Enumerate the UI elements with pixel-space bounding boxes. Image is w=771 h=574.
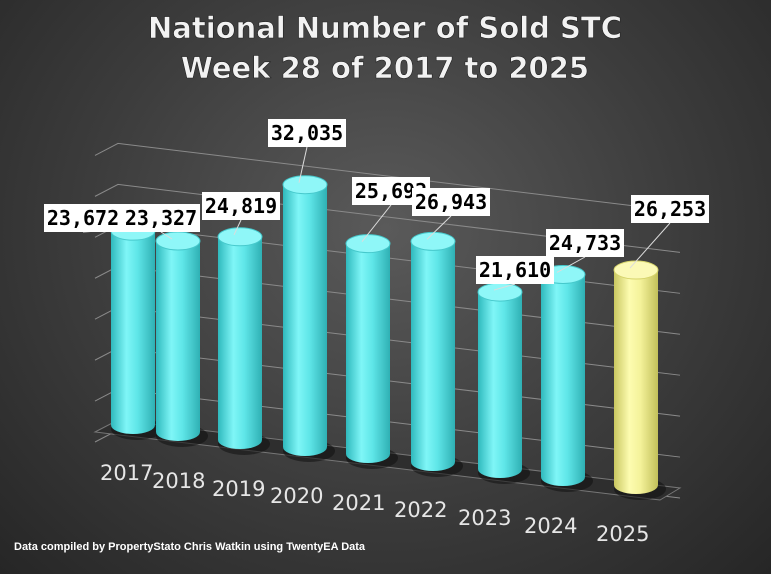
data-label-leader-line (493, 283, 516, 291)
data-label-leader-line (233, 219, 242, 236)
x-tick-label-2025: 2025 (596, 522, 649, 546)
bar-2020 (282, 175, 335, 462)
x-tick-label-2018: 2018 (152, 469, 205, 493)
bar-2018 (155, 231, 208, 447)
data-label-2022: 26,943 (415, 190, 487, 214)
data-label-leader-line (426, 215, 452, 240)
data-labels: 23,672 23,327 24,81932,03525,69226,94321,6… (44, 119, 709, 291)
data-label-box (546, 229, 624, 257)
bar-2017 (110, 221, 163, 440)
data-label-2020: 32,035 (271, 121, 343, 145)
data-label-2018: 23,327 (125, 206, 197, 230)
bar-2021 (345, 234, 398, 469)
data-source-footnote: Data compiled by PropertyStato Chris Wat… (14, 541, 366, 553)
data-label-2025: 26,253 (634, 197, 706, 221)
bar-2019 (217, 227, 270, 455)
data-label-leader-line (556, 256, 586, 273)
data-label-leader-line (629, 222, 671, 269)
chart-title-line-2: Week 28 of 2017 to 2025 (181, 51, 589, 85)
bar-2024 (540, 264, 593, 492)
data-label-box (44, 204, 122, 232)
data-label-leader-line (160, 231, 173, 240)
data-label-box (202, 192, 280, 220)
data-label-2024: 24,733 (549, 231, 621, 255)
bar-2025 (613, 260, 666, 500)
bar-2023 (477, 282, 530, 484)
gridline (94, 142, 681, 212)
data-label-box (631, 195, 709, 223)
x-tick-label-2020: 2020 (270, 484, 323, 508)
gridline (94, 183, 681, 253)
chart-title-line-1: National Number of Sold STC (148, 11, 622, 45)
data-label-box (268, 119, 346, 147)
x-tick-label-2023: 2023 (458, 506, 511, 530)
x-tick-label-2017: 2017 (100, 461, 153, 485)
data-label-box (476, 256, 554, 284)
bar-2022 (410, 231, 463, 477)
bars (110, 175, 666, 500)
x-tick-label-2024: 2024 (524, 514, 577, 538)
data-label-leader-line (361, 204, 392, 242)
data-label-box (412, 188, 490, 216)
data-label-2023: 21,610 (479, 258, 551, 282)
data-label-leader-line (298, 146, 308, 183)
x-tick-label-2022: 2022 (394, 498, 447, 522)
data-label-box (122, 204, 200, 232)
data-label-2017: 23,672 (47, 206, 119, 230)
x-tick-label-2021: 2021 (332, 491, 385, 515)
x-tick-label-2019: 2019 (212, 477, 265, 501)
data-label-2019: 24,819 (205, 194, 277, 218)
